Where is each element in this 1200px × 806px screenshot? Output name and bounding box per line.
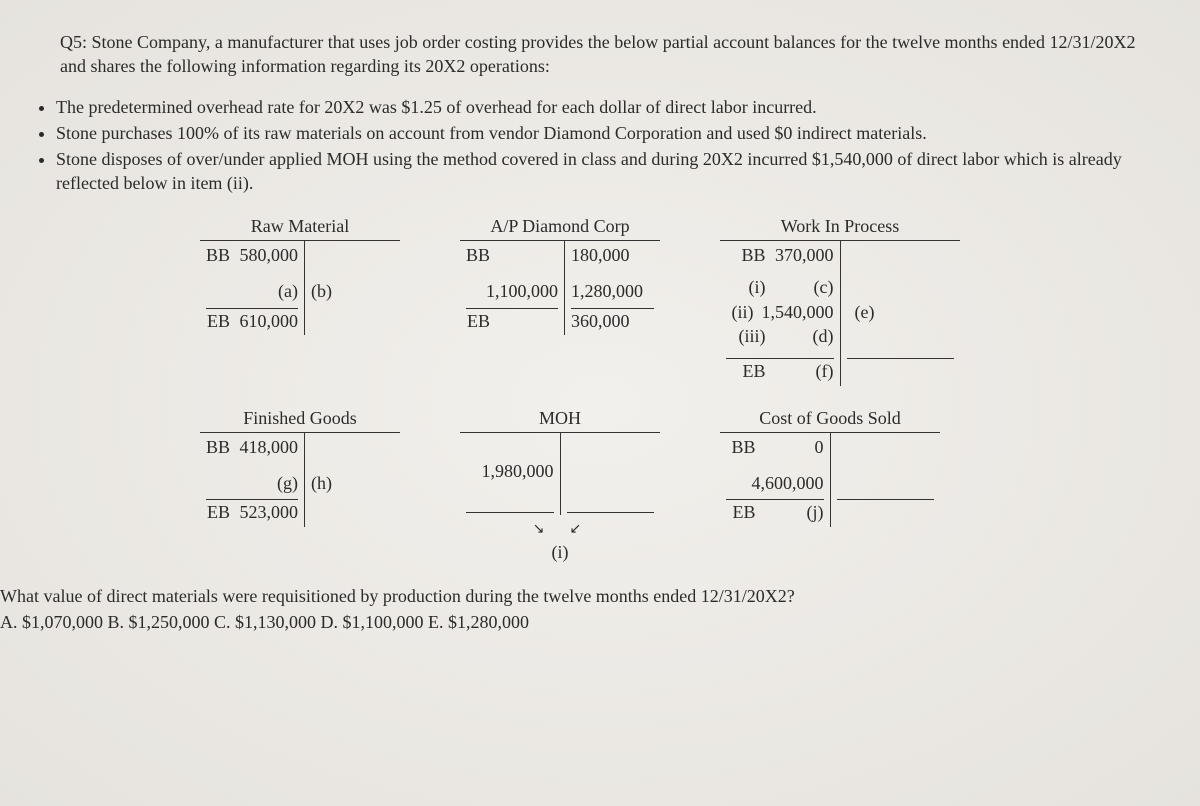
wip-direct-labor: 1,540,000: [762, 300, 834, 324]
wip-iii-label: (iii): [739, 324, 766, 348]
bb-value: 0: [764, 435, 824, 459]
eb-label: EB: [742, 359, 765, 383]
bullet-item: Stone purchases 100% of its raw material…: [56, 121, 1160, 145]
question-text: Q5: Stone Company, a manufacturer that u…: [60, 30, 1160, 79]
wip-i-label: (i): [749, 275, 766, 299]
t-account-raw-material: Raw Material BB 580,000 (a) EB 610,000 (b): [200, 214, 400, 386]
cell-h: (h): [311, 471, 332, 495]
eb-label: EB: [732, 500, 755, 524]
ap-debit: 1,100,000: [486, 279, 558, 303]
bb-label: BB: [466, 243, 490, 267]
t-account-row-1: Raw Material BB 580,000 (a) EB 610,000 (b)…: [200, 214, 1160, 386]
eb-label: EB: [467, 309, 490, 333]
cogs-debit: 4,600,000: [752, 471, 824, 495]
t-account-cogs: Cost of Goods Sold BB 0 4,600,000 EB (j): [720, 406, 940, 564]
cell-b: (b): [311, 279, 332, 303]
bullet-item: The predetermined overhead rate for 20X2…: [56, 95, 1160, 119]
bb-label: BB: [741, 243, 765, 267]
bb-label: BB: [206, 435, 230, 459]
ap-eb-credit: 360,000: [571, 309, 630, 333]
t-account-moh: MOH 1,980,000 ↘ ↙ (i): [460, 406, 660, 564]
eb-value: 523,000: [238, 500, 298, 524]
t-account-title: Cost of Goods Sold: [720, 406, 940, 433]
arrows-icon: ↘ ↙: [460, 521, 660, 540]
ap-bb-credit: 180,000: [571, 243, 630, 267]
t-account-fg: Finished Goods BB 418,000 (g) EB 523,000 (…: [200, 406, 400, 564]
eb-label: EB: [207, 309, 230, 333]
eb-label: EB: [207, 500, 230, 524]
wip-f: (f): [774, 359, 834, 383]
t-account-title: MOH: [460, 406, 660, 433]
t-account-title: Finished Goods: [200, 406, 400, 433]
question-prompt: What value of direct materials were requ…: [0, 584, 1160, 608]
t-account-ap: A/P Diamond Corp BB 1,100,000 EB 180,000…: [460, 214, 660, 386]
t-account-title: Raw Material: [200, 214, 400, 241]
bb-value: 418,000: [238, 435, 298, 459]
t-account-wip: Work In Process BB 370,000 (i) (c) (ii) 1,5…: [720, 214, 960, 386]
bb-label: BB: [206, 243, 230, 267]
cogs-j: (j): [764, 500, 824, 524]
bullet-item: Stone disposes of over/under applied MOH…: [56, 147, 1160, 196]
bb-value: 580,000: [238, 243, 298, 267]
moh-debit: 1,980,000: [482, 459, 554, 483]
bb-label: BB: [731, 435, 755, 459]
t-account-title: A/P Diamond Corp: [460, 214, 660, 241]
wip-ii-label: (ii): [732, 300, 754, 324]
bb-value: 370,000: [774, 243, 834, 267]
moh-i: (i): [460, 540, 660, 564]
t-account-row-2: Finished Goods BB 418,000 (g) EB 523,000 (…: [200, 406, 1160, 564]
wip-e: (e): [855, 300, 875, 324]
answer-choices: A. $1,070,000 B. $1,250,000 C. $1,130,00…: [0, 610, 1160, 634]
ap-credit: 1,280,000: [571, 279, 643, 303]
cell-a: (a): [238, 279, 298, 303]
cell-g: (g): [238, 471, 298, 495]
wip-c: (c): [774, 275, 834, 299]
wip-d: (d): [774, 324, 834, 348]
eb-value: 610,000: [238, 309, 298, 333]
t-account-title: Work In Process: [720, 214, 960, 241]
info-list: The predetermined overhead rate for 20X2…: [28, 95, 1160, 196]
